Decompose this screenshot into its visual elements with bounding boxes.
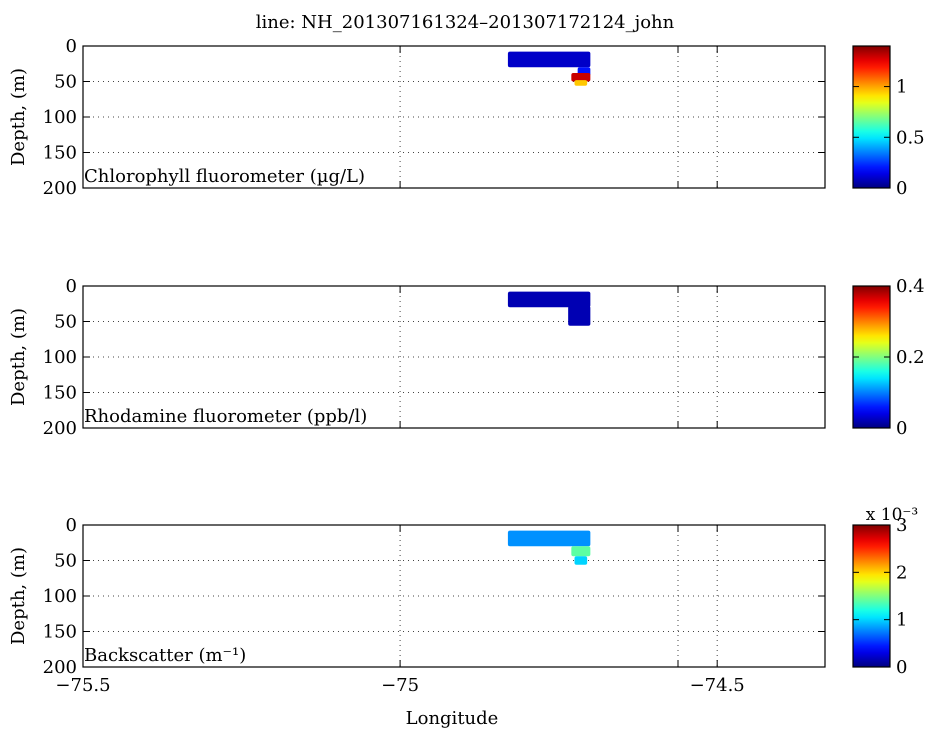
data-patch-2	[568, 305, 591, 326]
colorbar-tick-label: 1	[896, 77, 907, 98]
colorbar-tick-label: 1	[896, 610, 907, 631]
panel-label: Chlorophyll fluorometer (µg/L)	[84, 166, 365, 187]
y-tick-label: 100	[43, 347, 77, 368]
colorbar-tick-label: 2	[896, 562, 907, 583]
colorbar: 0 0.2 0.4	[852, 276, 925, 439]
data-patch-1	[507, 530, 591, 547]
colorbar-tick-label: 0.5	[896, 127, 925, 148]
panel-3: 0 50 100 150 200−75.5 −75 −74.5 Depth, (m) Backs…	[8, 505, 918, 696]
figure-title: line: NH_201307161324–201307172124_john	[256, 12, 675, 33]
colorbar-tick-label: 0.2	[896, 347, 925, 368]
colorbar: 0 1 2 3x 10⁻³	[852, 505, 918, 678]
y-tick-label: 0	[66, 36, 77, 57]
y-tick-label: 150	[43, 622, 77, 643]
colorbar-tick-label: 0.4	[896, 276, 925, 297]
y-axis-label: Depth, (m)	[8, 308, 29, 406]
y-tick-label: 200	[43, 657, 77, 678]
panel-2: 0 50 100 150 200 Depth, (m) Rhodamine fluorome…	[8, 276, 925, 439]
data-patch-3	[571, 72, 591, 82]
y-tick-label: 50	[54, 72, 77, 93]
panel-label: Backscatter (m⁻¹)	[84, 645, 246, 666]
colorbar-tick-label: 3	[896, 515, 907, 536]
data-patch-1	[507, 291, 591, 308]
y-tick-label: 100	[43, 586, 77, 607]
y-tick-label: 100	[43, 107, 77, 128]
colorbar-exponent-label: x 10⁻³	[866, 505, 918, 525]
colorbar-tick-label: 0	[896, 178, 907, 199]
x-tick-label: −74.5	[690, 675, 745, 696]
y-tick-label: 0	[66, 515, 77, 536]
data-patch-4	[574, 80, 588, 86]
x-tick-label: −75.5	[55, 675, 110, 696]
colorbar-tick-label: 0	[896, 657, 907, 678]
x-axis-label: Longitude	[406, 708, 499, 729]
y-tick-label: 200	[43, 418, 77, 439]
data-patch-1	[507, 51, 591, 68]
y-tick-label: 50	[54, 312, 77, 333]
y-tick-label: 200	[43, 178, 77, 199]
colorbar-gradient	[852, 45, 891, 189]
y-axis-label: Depth, (m)	[8, 547, 29, 645]
y-axis-label: Depth, (m)	[8, 68, 29, 166]
x-tick-label: −75	[381, 675, 419, 696]
y-tick-label: 50	[54, 551, 77, 572]
y-tick-label: 150	[43, 143, 77, 164]
data-patch-2	[571, 546, 591, 557]
colorbar-gradient	[852, 285, 891, 429]
panel-label: Rhodamine fluorometer (ppb/l)	[84, 406, 367, 427]
colorbar-gradient	[852, 524, 891, 668]
y-tick-label: 0	[66, 276, 77, 297]
data-patch-3	[574, 556, 588, 565]
colorbar-tick-label: 0	[896, 418, 907, 439]
panel-1: 0 50 100 150 200 Depth, (m) Chlorophyll fluoro…	[8, 36, 925, 199]
y-tick-label: 150	[43, 383, 77, 404]
colorbar: 00.51	[852, 45, 925, 199]
